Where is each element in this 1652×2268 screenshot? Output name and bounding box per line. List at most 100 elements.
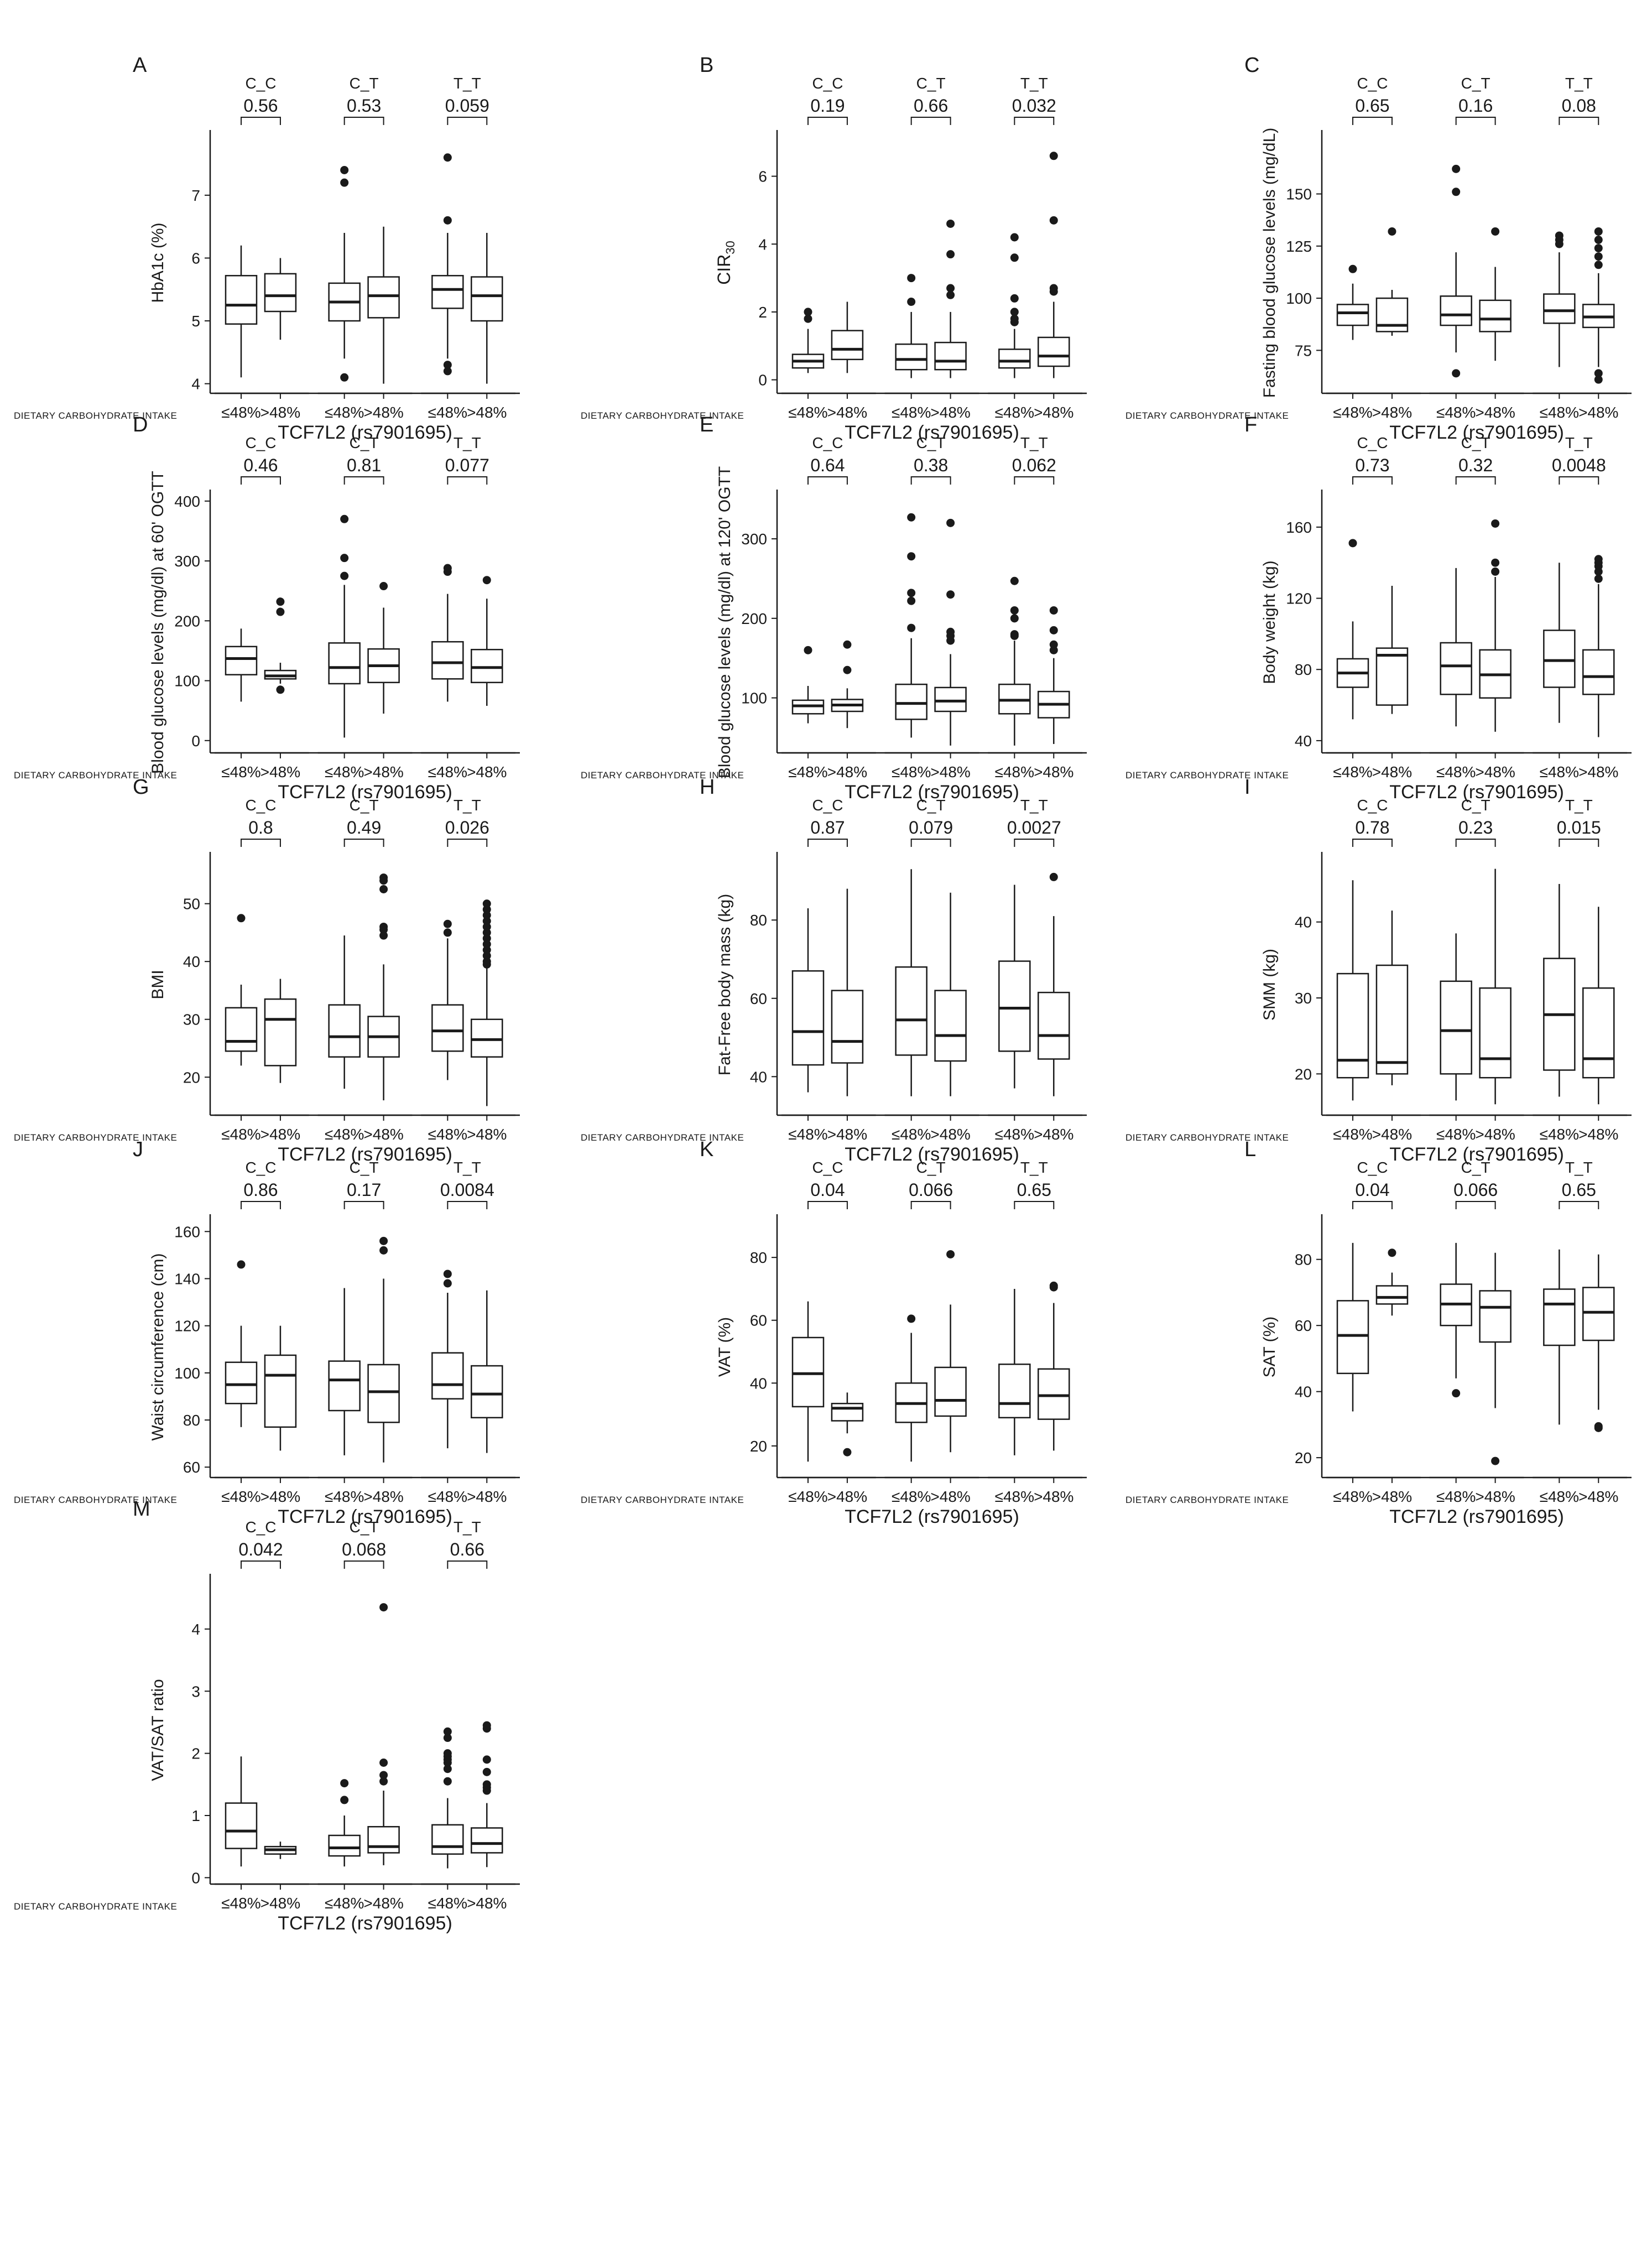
box (1479, 1290, 1512, 1343)
p-value-label: 0.04 (810, 1180, 845, 1200)
outlier-point (907, 513, 916, 522)
y-tick-label: 400 (174, 493, 200, 510)
x-tick-label: >48% (827, 404, 867, 421)
x-tick-label: >48% (930, 404, 970, 421)
outlier-point (482, 934, 491, 943)
p-value-label: 0.079 (909, 818, 953, 838)
box (471, 1365, 503, 1419)
p-value-label: 0.86 (243, 1180, 278, 1200)
row-label: DIETARY CARBOHYDRATE INTAKE (14, 770, 177, 781)
y-tick-label: 60 (183, 1459, 200, 1476)
y-tick-label: 60 (750, 990, 767, 1007)
box (431, 641, 464, 680)
x-tick-label: >48% (467, 1126, 507, 1143)
y-axis-title: VAT/SAT ratio (149, 1679, 167, 1781)
box (1336, 1300, 1369, 1375)
outlier-point (1388, 227, 1396, 236)
row-label: DIETARY CARBOHYDRATE INTAKE (14, 1132, 177, 1143)
y-tick-label: 4 (191, 1621, 200, 1638)
p-value-label: 0.17 (347, 1180, 381, 1200)
p-value-label: 0.026 (445, 818, 489, 838)
box (328, 1834, 361, 1857)
significance-bracket (807, 117, 848, 125)
box (895, 966, 927, 1056)
significance-bracket (241, 839, 281, 847)
outlier-point (443, 361, 452, 370)
p-value-label: 0.066 (909, 1180, 953, 1200)
y-tick-label: 20 (183, 1069, 200, 1086)
genotype-label: T_T (454, 75, 481, 92)
outlier-point (443, 564, 452, 573)
outlier-point (843, 640, 852, 649)
y-tick-label: 100 (1286, 290, 1312, 307)
box (998, 348, 1031, 369)
outlier-point (1594, 369, 1603, 378)
significance-bracket (910, 839, 951, 847)
box (225, 1007, 258, 1052)
y-tick-label: 60 (750, 1312, 767, 1329)
p-value-label: 0.04 (1355, 1180, 1389, 1200)
genotype-label: C_T (1461, 797, 1491, 814)
x-tick-label: >48% (1475, 404, 1515, 421)
x-tick-label: >48% (363, 1126, 403, 1143)
box (225, 275, 258, 325)
outlier-point (1594, 252, 1603, 261)
p-value-label: 0.81 (347, 455, 381, 475)
outlier-point (1010, 253, 1019, 262)
x-tick-label: ≤48% (995, 404, 1034, 421)
panel-letter: G (133, 776, 149, 799)
box (471, 1827, 503, 1854)
x-axis-title: TCF7L2 (rs7901695) (845, 1144, 1019, 1165)
row-label: DIETARY CARBOHYDRATE INTAKE (581, 410, 744, 421)
genotype-label: C_C (1357, 434, 1388, 451)
x-axis-title: TCF7L2 (rs7901695) (1389, 1506, 1564, 1527)
y-tick-label: 60 (1295, 1317, 1312, 1334)
x-tick-label: ≤48% (1540, 404, 1579, 421)
outlier-point (482, 911, 491, 920)
outlier-point (443, 1734, 452, 1742)
y-axis-title: Fasting blood glucose levels (mg/dL) (1260, 128, 1279, 398)
x-tick-label: ≤48% (325, 1126, 364, 1143)
y-tick-label: 3 (191, 1683, 200, 1700)
outlier-point (1388, 1249, 1396, 1257)
box (328, 1004, 361, 1058)
box (431, 275, 464, 309)
outlier-point (379, 1603, 388, 1612)
outlier-point (843, 665, 852, 674)
panel-letter: A (133, 54, 147, 77)
x-tick-label: ≤48% (221, 1895, 260, 1912)
box (934, 990, 967, 1062)
significance-bracket (343, 476, 384, 485)
genotype-label: C_C (812, 75, 843, 92)
x-tick-label: >48% (467, 404, 507, 421)
outlier-point (482, 905, 491, 914)
x-tick-label: ≤48% (892, 404, 931, 421)
x-tick-label: >48% (1475, 1126, 1515, 1143)
box (934, 1366, 967, 1417)
outlier-point (482, 899, 491, 908)
significance-bracket (241, 1201, 281, 1209)
significance-bracket (241, 1560, 281, 1569)
outlier-point (1010, 314, 1019, 323)
y-tick-label: 30 (183, 1011, 200, 1028)
box (367, 276, 400, 319)
p-value-label: 0.46 (243, 455, 278, 475)
y-tick-label: 80 (1295, 1251, 1312, 1268)
x-axis-title: TCF7L2 (rs7901695) (1389, 1144, 1564, 1165)
box (998, 1363, 1031, 1419)
y-tick-label: 40 (1295, 1383, 1312, 1401)
x-tick-label: ≤48% (995, 1488, 1034, 1505)
outlier-point (946, 219, 955, 228)
x-tick-label: ≤48% (1540, 1488, 1579, 1505)
outlier-point (1491, 227, 1500, 236)
y-tick-label: 200 (741, 610, 767, 627)
panel-c: C 75 100 125 150 Fasting blood glucose levels… (1125, 54, 1632, 443)
y-tick-label: 20 (750, 1438, 767, 1455)
outlier-point (379, 885, 388, 893)
outlier-point (843, 1448, 852, 1456)
x-tick-label: >48% (260, 1126, 300, 1143)
